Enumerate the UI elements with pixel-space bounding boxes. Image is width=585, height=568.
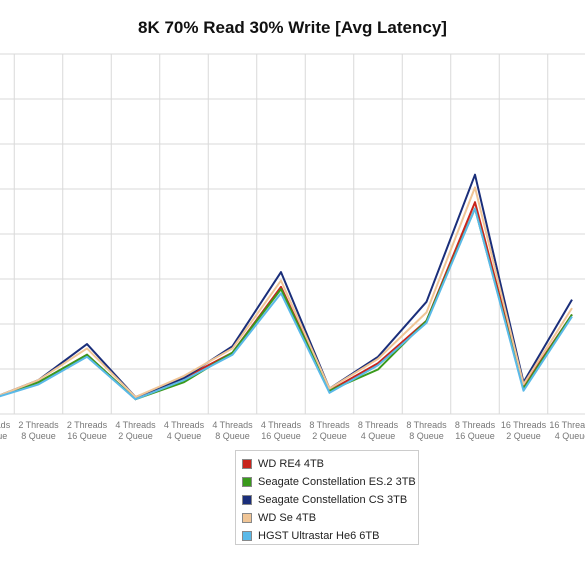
x-tick-label: 4 Threads 4 Queue xyxy=(164,420,205,441)
grid-layer xyxy=(0,53,585,415)
series-line-3 xyxy=(0,186,573,399)
legend-swatch xyxy=(242,495,252,505)
chart-title: 8K 70% Read 30% Write [Avg Latency] xyxy=(138,18,447,37)
legend-label: Seagate Constellation CS 3TB xyxy=(258,494,408,506)
legend-item: HGST Ultrastar He6 6TB xyxy=(242,527,412,545)
legend-swatch xyxy=(242,513,252,523)
legend-swatch xyxy=(242,459,252,469)
x-tick-label: 16 Threads 2 Queue xyxy=(501,420,547,441)
x-tick-label: 8 Threads 16 Queue xyxy=(455,420,496,441)
x-tick-label: 4 Threads 2 Queue xyxy=(115,420,156,441)
legend-label: WD Se 4TB xyxy=(258,512,317,524)
legend-label: Seagate Constellation ES.2 3TB xyxy=(258,476,416,488)
legend-swatch xyxy=(242,477,252,487)
legend-item: Seagate Constellation ES.2 3TB xyxy=(242,473,416,491)
legend-label: HGST Ultrastar He6 6TB xyxy=(258,530,380,542)
legend-label: WD RE4 4TB xyxy=(258,458,325,470)
x-tick-label: 4 Threads 16 Queue xyxy=(261,420,302,441)
legend: WD RE4 4TB Seagate Constellation ES.2 3TB… xyxy=(235,450,419,545)
x-tick-label: 2 Threads 16 Queue xyxy=(67,420,108,441)
x-tick-label: 8 Threads 4 Queue xyxy=(358,420,399,441)
x-tick-label: 4 Threads 8 Queue xyxy=(212,420,253,441)
legend-item: WD RE4 4TB xyxy=(242,455,412,473)
x-tick-label: 8 Threads 2 Queue xyxy=(309,420,350,441)
legend-swatch xyxy=(242,531,252,541)
x-tick-label: 8 Threads 8 Queue xyxy=(406,420,447,441)
legend-item: Seagate Constellation CS 3TB xyxy=(242,491,412,509)
series-line-4 xyxy=(0,207,573,401)
series-line-2 xyxy=(0,173,573,399)
series-layer xyxy=(0,173,573,401)
legend-item: WD Se 4TB xyxy=(242,509,412,527)
x-tick-label: 2 Threads 8 Queue xyxy=(18,420,59,441)
